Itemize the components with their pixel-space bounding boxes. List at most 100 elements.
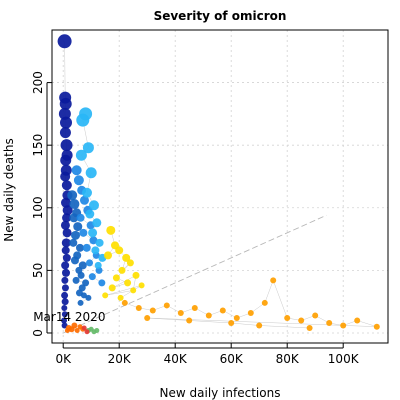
data-point [62,205,73,216]
data-point [121,299,128,306]
y-tick-label: 150 [31,134,45,157]
data-point [60,154,72,166]
data-point [233,314,240,321]
data-point [138,282,145,289]
data-point [94,261,102,269]
data-point [76,243,84,252]
y-tick-label: 200 [31,71,45,94]
x-tick-label: 100K [328,352,360,366]
data-point [61,291,69,299]
x-tick-label: 60K [220,352,244,366]
data-point [102,292,109,299]
data-point [82,279,90,287]
data-point [77,271,85,279]
data-point [76,213,85,222]
data-point [354,317,361,324]
data-point [205,312,212,319]
data-point [82,142,94,154]
data-point [117,294,124,301]
y-axis: 0 50 100 150 200 [31,71,52,337]
data-point [71,230,81,240]
data-point [74,327,80,333]
data-point [81,325,87,331]
data-point [312,312,319,319]
data-point [79,195,89,205]
data-point [61,238,71,248]
data-point [57,34,72,49]
data-point [298,317,305,324]
data-point [163,302,170,309]
data-point [89,236,98,245]
data-point [135,304,142,311]
data-point [149,307,156,314]
data-point [92,218,102,228]
data-point [340,322,347,329]
data-point [69,199,80,210]
data-point [118,266,126,274]
data-point [94,327,100,333]
x-tick-label: 20K [108,352,132,366]
data-point [284,314,291,321]
data-point [71,165,82,176]
data-point [219,307,226,314]
data-point [373,323,380,330]
data-point [60,171,71,182]
data-point [270,277,277,284]
data-point [62,228,72,238]
data-point [186,317,193,324]
data-point [59,127,71,139]
data-point [95,238,104,247]
data-point [130,287,137,294]
x-tick-label: 80K [276,352,300,366]
data-point [70,256,79,265]
data-point [61,317,68,324]
data-point [61,261,70,270]
data-points [57,34,380,335]
data-point [60,220,70,230]
data-point [73,222,83,232]
x-axis: 0K 20K 40K 60K 80K 100K [55,343,360,366]
data-point [261,299,268,306]
data-point [86,259,94,267]
plot-frame [51,29,389,344]
y-tick-label: 100 [31,196,45,219]
grid [52,30,388,343]
data-point [91,246,100,255]
data-point [124,279,132,287]
y-tick-label: 0 [31,329,45,337]
data-point [115,246,124,255]
data-point [144,314,151,321]
data-point [256,322,263,329]
data-point [306,324,313,331]
data-point [62,253,71,262]
data-point [88,273,96,281]
chart-title: Severity of omicron [154,9,287,23]
data-point [85,294,92,301]
data-point [191,304,198,311]
data-point [84,329,90,335]
data-point [62,213,72,223]
data-point [61,197,71,208]
data-point [85,209,95,219]
data-point [247,309,254,316]
data-point [108,284,116,292]
x-tick-label: 40K [164,352,188,366]
data-point [67,190,78,201]
data-point [89,200,99,211]
data-point [228,319,235,326]
data-point [61,311,68,318]
data-point [58,107,71,120]
data-point [78,261,87,270]
data-point [106,225,116,235]
data-point [104,251,112,260]
data-point [60,139,73,152]
data-point [82,187,92,198]
data-point [126,259,134,267]
data-point [77,299,84,306]
data-point [85,167,97,179]
data-point [62,268,70,277]
data-point [122,253,131,262]
data-point [75,149,87,161]
data-point [64,327,70,333]
data-point [177,309,184,316]
